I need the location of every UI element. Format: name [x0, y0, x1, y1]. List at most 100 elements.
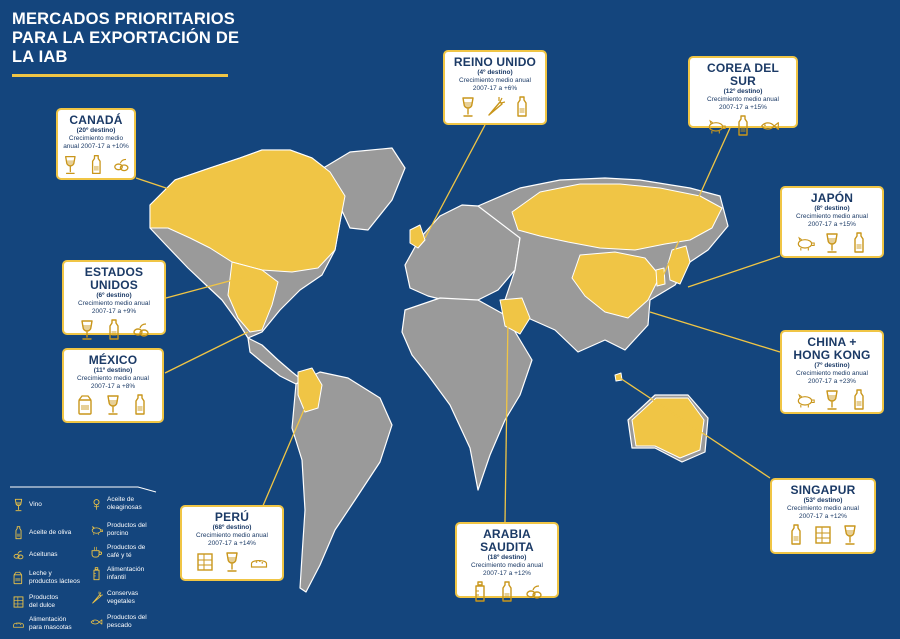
- oil-bottle-icon: [12, 526, 25, 540]
- oil-bottle-icon: [512, 96, 532, 118]
- card-corea-name: COREA DEL SUR: [706, 61, 780, 88]
- wine-icon: [840, 524, 860, 546]
- card-canada: CANADÁ (20º destino) Crecimiento medio a…: [56, 108, 136, 180]
- legend-item-olives: Aceitunas: [12, 548, 58, 562]
- card-japon: JAPÓN (8º destino) Crecimiento medio anu…: [780, 186, 884, 258]
- legend-item-coffee: Productos de café y té: [90, 544, 145, 559]
- legend-label: Alimentación para mascotas: [29, 616, 72, 631]
- card-arabia-name: ARABIA SAUDITA: [480, 527, 534, 554]
- connector-singapur: [619, 377, 771, 479]
- connector-mexico: [164, 331, 249, 374]
- card-eeuu-rank: (6º destino): [96, 292, 132, 299]
- card-arabia-growth: Crecimiento medio anual 2007-17 a +12%: [471, 562, 543, 577]
- legend-item-wine: Vino: [12, 498, 42, 512]
- olives-icon: [131, 319, 151, 341]
- oil-bottle-icon: [733, 115, 753, 137]
- pet-food-icon: [12, 617, 25, 631]
- wine-icon: [12, 498, 25, 512]
- oil-bottle-icon: [849, 389, 869, 411]
- card-peru-icons: [185, 551, 279, 573]
- vegetables-icon: [90, 591, 103, 605]
- wine-icon: [822, 232, 842, 254]
- card-canada-rank: (20º destino): [76, 127, 116, 134]
- baby-bottle-icon: [470, 581, 490, 603]
- pig-icon: [795, 232, 815, 254]
- wine-icon: [61, 154, 80, 176]
- highlight-singapore: [614, 372, 623, 382]
- title-underline: [12, 74, 228, 77]
- connector-china: [649, 311, 781, 353]
- connector-reino-unido: [424, 124, 486, 239]
- connector-peru: [261, 404, 307, 509]
- legend-item-pet: Alimentación para mascotas: [12, 616, 72, 631]
- highlight-peru: [297, 367, 323, 413]
- olives-icon: [112, 154, 131, 176]
- legend-item-oil: Aceite de oliva: [12, 526, 71, 540]
- card-japon-name: JAPÓN: [810, 191, 854, 205]
- card-reino-unido-growth: Crecimiento medio anual 2007-17 a +6%: [459, 77, 531, 92]
- card-eeuu: ESTADOS UNIDOS (6º destino) Crecimiento …: [62, 260, 166, 340]
- highlight-mexico: [227, 261, 279, 333]
- legend-item-pig: Productos del porcino: [90, 522, 147, 537]
- fish-icon: [90, 615, 103, 629]
- pet-food-icon: [249, 551, 269, 573]
- oil-bottle-icon: [497, 581, 517, 603]
- card-china: CHINA + HONG KONG (7º destino) Crecimien…: [780, 330, 884, 414]
- card-china-icons: [785, 389, 879, 411]
- fish-icon: [760, 115, 780, 137]
- card-singapur-rank: (53º destino): [803, 497, 843, 504]
- wine-icon: [222, 551, 242, 573]
- card-japon-rank: (8º destino): [814, 205, 850, 212]
- wine-icon: [103, 394, 123, 416]
- card-china-name: CHINA + HONG KONG: [793, 335, 871, 362]
- legend-label: Productos de café y té: [107, 544, 146, 559]
- legend-item-dairy: Leche y productos lácteos: [12, 570, 80, 585]
- legend-item-vegetables: Conservas vegetales: [90, 590, 138, 605]
- card-mexico: MÉXICO (11º destino) Crecimiento medio a…: [62, 348, 164, 423]
- pig-icon: [706, 115, 726, 137]
- card-japon-growth: Crecimiento medio anual 2007-17 a +15%: [796, 213, 868, 228]
- oil-bottle-icon: [786, 524, 806, 546]
- legend-label: Productos del porcino: [107, 522, 147, 537]
- legend: Vino Aceite de oleaginosas Aceite de oli…: [10, 486, 160, 634]
- wine-icon: [458, 96, 478, 118]
- legend-item-sweets: Productos del dulce: [12, 594, 58, 609]
- sweets-icon: [195, 551, 215, 573]
- oil-bottle-icon: [849, 232, 869, 254]
- highlight-uk: [409, 224, 426, 249]
- legend-label: Vino: [29, 501, 42, 509]
- oil-bottle-icon: [87, 154, 106, 176]
- dairy-icon: [76, 394, 96, 416]
- connector-eeuu: [165, 275, 249, 299]
- vegetables-icon: [485, 96, 506, 118]
- card-reino-unido-name: REINO UNIDO: [453, 55, 537, 69]
- card-peru-name: PERÚ: [214, 510, 250, 524]
- dairy-icon: [12, 571, 25, 585]
- legend-label: Aceitunas: [29, 551, 58, 559]
- card-corea-icons: [693, 115, 793, 137]
- seeds-icon: [90, 497, 103, 511]
- legend-label: Aceite de oleaginosas: [107, 496, 142, 511]
- oil-bottle-icon: [104, 319, 124, 341]
- card-corea-growth: Crecimiento medio anual 2007-17 a +15%: [707, 96, 779, 111]
- card-mexico-rank: (11º destino): [93, 367, 133, 374]
- wine-icon: [77, 319, 97, 341]
- olives-icon: [12, 548, 25, 562]
- card-reino-unido-rank: (4º destino): [477, 69, 513, 76]
- coffee-icon: [90, 545, 103, 559]
- card-arabia-rank: (18º destino): [487, 554, 527, 561]
- card-singapur: SINGAPUR (53º destino) Crecimiento medio…: [770, 478, 876, 554]
- card-mexico-name: MÉXICO: [88, 353, 138, 367]
- card-canada-name: CANADÁ: [69, 113, 123, 127]
- card-canada-icons: [61, 154, 131, 176]
- baby-bottle-icon: [90, 566, 103, 581]
- highlight-north-america: [149, 149, 346, 273]
- legend-label: Productos del pescado: [107, 614, 147, 629]
- legend-divider: [10, 486, 157, 493]
- highlight-australia: [631, 397, 705, 459]
- legend-label: Alimentación infantil: [107, 566, 145, 581]
- legend-item-seeds: Aceite de oleaginosas: [90, 496, 142, 511]
- highlight-russia: [511, 183, 723, 251]
- card-japon-icons: [785, 232, 879, 254]
